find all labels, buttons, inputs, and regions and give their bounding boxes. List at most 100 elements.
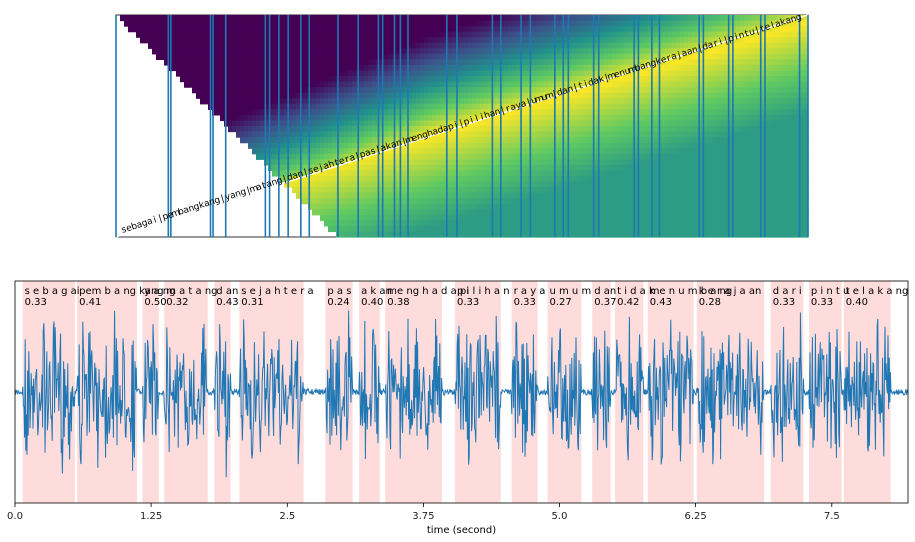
heatmap-cell [652,76,657,83]
heatmap-cell [668,231,673,238]
heatmap-cell [432,181,437,188]
heatmap-cell [676,126,681,133]
heatmap-cell [180,15,185,22]
heatmap-cell [324,15,329,22]
heatmap-cell [576,187,581,194]
heatmap-cell [584,70,589,77]
heatmap-cell [656,70,661,77]
heatmap-cell [564,192,569,199]
heatmap-cell [416,26,421,33]
heatmap-cell [300,120,305,127]
heatmap-cell [668,142,673,149]
heatmap-cell [712,114,717,122]
heatmap-cell [404,26,409,33]
heatmap-cell [340,153,345,160]
heatmap-cell [700,31,705,38]
heatmap-cell [608,153,613,160]
heatmap-cell [588,15,593,22]
heatmap-cell [716,15,721,22]
heatmap-cell [312,15,317,22]
heatmap-cell [580,92,585,99]
heatmap-cell [652,92,657,99]
heatmap-cell [548,92,553,99]
heatmap-cell [508,214,513,221]
heatmap-cell [580,64,585,72]
heatmap-cell [420,31,425,38]
heatmap-cell [620,137,625,144]
heatmap-cell [564,103,569,110]
heatmap-cell [232,48,237,55]
heatmap-cell [188,15,193,22]
heatmap-cell [620,53,625,60]
heatmap-cell [348,103,353,110]
heatmap-cell [440,198,445,205]
heatmap-cell [576,153,581,160]
heatmap-cell [688,109,693,116]
heatmap-cell [672,53,677,60]
heatmap-cell [604,164,609,171]
heatmap-cell [688,159,693,166]
heatmap-cell [548,53,553,60]
heatmap-cell [648,15,653,22]
heatmap-cell [704,209,709,216]
heatmap-cell [372,70,377,77]
heatmap-cell [504,92,509,99]
heatmap-cell [364,87,369,94]
heatmap-cell [724,26,729,33]
heatmap-cell [560,37,565,44]
heatmap-cell [372,220,377,227]
heatmap-cell [308,142,313,149]
heatmap-cell [204,15,209,22]
heatmap-cell [620,203,625,210]
heatmap-cell [544,187,549,194]
heatmap-cell [448,98,453,105]
heatmap-cell [604,209,609,216]
heatmap-cell [460,209,465,216]
heatmap-cell [536,137,541,144]
heatmap-cell [432,209,437,216]
heatmap-cell [272,159,277,166]
heatmap-cell [348,153,353,160]
heatmap-cell [320,214,325,221]
heatmap-cell [696,53,701,60]
heatmap-cell [448,220,453,227]
heatmap-cell [236,15,241,22]
heatmap-cell [600,175,605,183]
heatmap-cell [156,15,161,22]
heatmap-cell [576,59,581,66]
heatmap-cell [324,103,329,110]
heatmap-cell [532,37,537,44]
heatmap-cell [332,109,337,116]
heatmap-cell [296,137,301,144]
heatmap-cell [448,103,453,110]
heatmap-cell [412,81,417,88]
heatmap-cell [200,42,205,49]
heatmap-cell [684,198,689,205]
heatmap-cell [288,137,293,144]
heatmap-cell [304,170,309,177]
heatmap-cell [464,192,469,199]
heatmap-cell [316,53,321,60]
heatmap-cell [516,114,521,122]
heatmap-cell [556,48,561,55]
heatmap-cell [696,81,701,88]
heatmap-cell [248,20,253,27]
heatmap-cell [712,53,717,60]
heatmap-cell [624,109,629,116]
heatmap-cell [460,31,465,38]
heatmap-cell [308,81,313,88]
heatmap-cell [652,209,657,216]
heatmap-cell [556,53,561,60]
heatmap-cell [536,159,541,166]
heatmap-cell [524,126,529,133]
heatmap-cell [704,103,709,110]
heatmap-cell [248,92,253,99]
heatmap-cell [324,220,329,227]
heatmap-cell [300,59,305,66]
heatmap-cell [452,114,457,122]
heatmap-cell [696,220,701,227]
heatmap-cell [700,203,705,210]
heatmap-cell [656,137,661,144]
heatmap-cell [692,192,697,199]
heatmap-cell [724,20,729,27]
